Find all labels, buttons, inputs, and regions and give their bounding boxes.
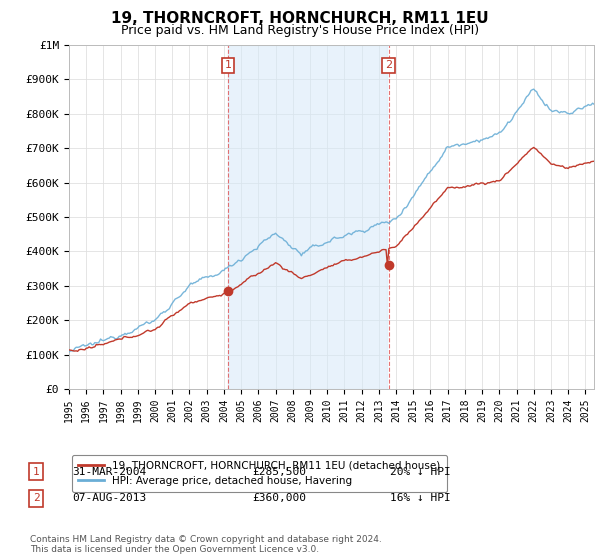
Text: 31-MAR-2004: 31-MAR-2004 bbox=[72, 466, 146, 477]
Text: Price paid vs. HM Land Registry's House Price Index (HPI): Price paid vs. HM Land Registry's House … bbox=[121, 24, 479, 36]
Text: £360,000: £360,000 bbox=[252, 493, 306, 503]
Text: 2: 2 bbox=[32, 493, 40, 503]
Text: 1: 1 bbox=[32, 466, 40, 477]
Text: 2: 2 bbox=[385, 60, 392, 71]
Text: Contains HM Land Registry data © Crown copyright and database right 2024.
This d: Contains HM Land Registry data © Crown c… bbox=[30, 535, 382, 554]
Text: 19, THORNCROFT, HORNCHURCH, RM11 1EU: 19, THORNCROFT, HORNCHURCH, RM11 1EU bbox=[111, 11, 489, 26]
Legend: 19, THORNCROFT, HORNCHURCH, RM11 1EU (detached house), HPI: Average price, detac: 19, THORNCROFT, HORNCHURCH, RM11 1EU (de… bbox=[71, 455, 447, 492]
Text: 20% ↓ HPI: 20% ↓ HPI bbox=[390, 466, 451, 477]
Text: £285,500: £285,500 bbox=[252, 466, 306, 477]
Text: 07-AUG-2013: 07-AUG-2013 bbox=[72, 493, 146, 503]
Text: 16% ↓ HPI: 16% ↓ HPI bbox=[390, 493, 451, 503]
Text: 1: 1 bbox=[225, 60, 232, 71]
